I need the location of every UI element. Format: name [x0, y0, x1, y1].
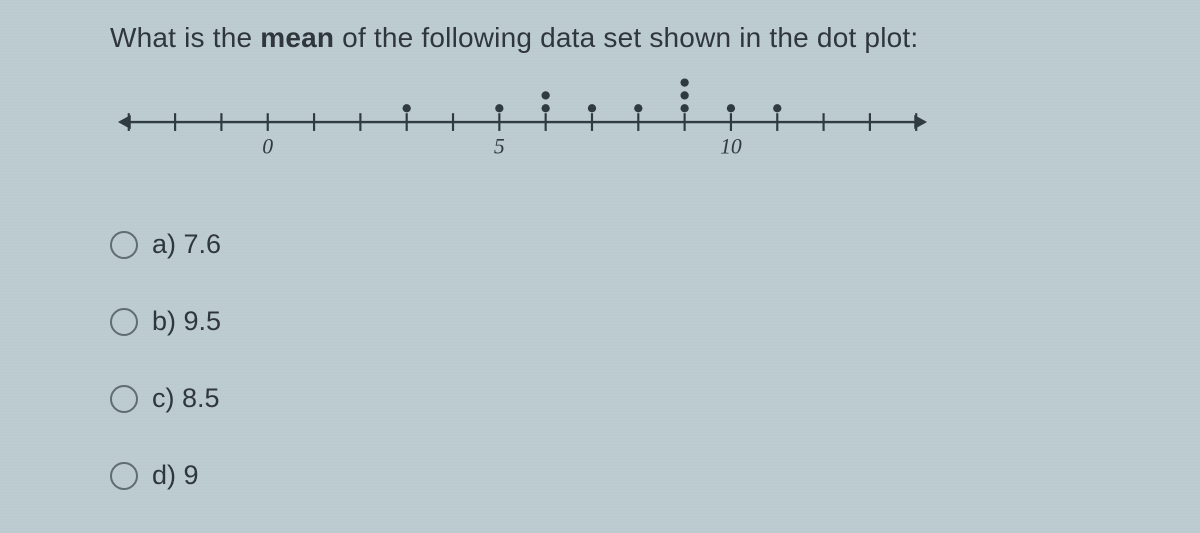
radio-icon — [110, 308, 138, 336]
radio-icon — [110, 385, 138, 413]
svg-text:0: 0 — [262, 135, 273, 159]
option-label: c) 8.5 — [152, 383, 220, 414]
question-text: What is the mean of the following data s… — [110, 22, 1160, 54]
option-label: d) 9 — [152, 460, 199, 491]
option-d[interactable]: d) 9 — [110, 460, 1160, 491]
radio-icon — [110, 462, 138, 490]
svg-text:5: 5 — [494, 135, 505, 159]
quiz-page: What is the mean of the following data s… — [0, 0, 1200, 533]
option-b[interactable]: b) 9.5 — [110, 306, 1160, 337]
option-label: b) 9.5 — [152, 306, 221, 337]
option-a[interactable]: a) 7.6 — [110, 229, 1160, 260]
radio-icon — [110, 231, 138, 259]
question-highlight: mean — [260, 22, 334, 53]
option-label: a) 7.6 — [152, 229, 221, 260]
option-c[interactable]: c) 8.5 — [110, 383, 1160, 414]
question-prefix: What is the — [110, 22, 260, 53]
svg-text:10: 10 — [720, 135, 742, 159]
dot-plot: 0 5 10 — [112, 64, 932, 189]
answer-options: a) 7.6 b) 9.5 c) 8.5 d) 9 — [110, 229, 1160, 491]
dot-plot-svg: 0 5 10 — [112, 64, 933, 189]
question-suffix: of the following data set shown in the d… — [334, 22, 918, 53]
